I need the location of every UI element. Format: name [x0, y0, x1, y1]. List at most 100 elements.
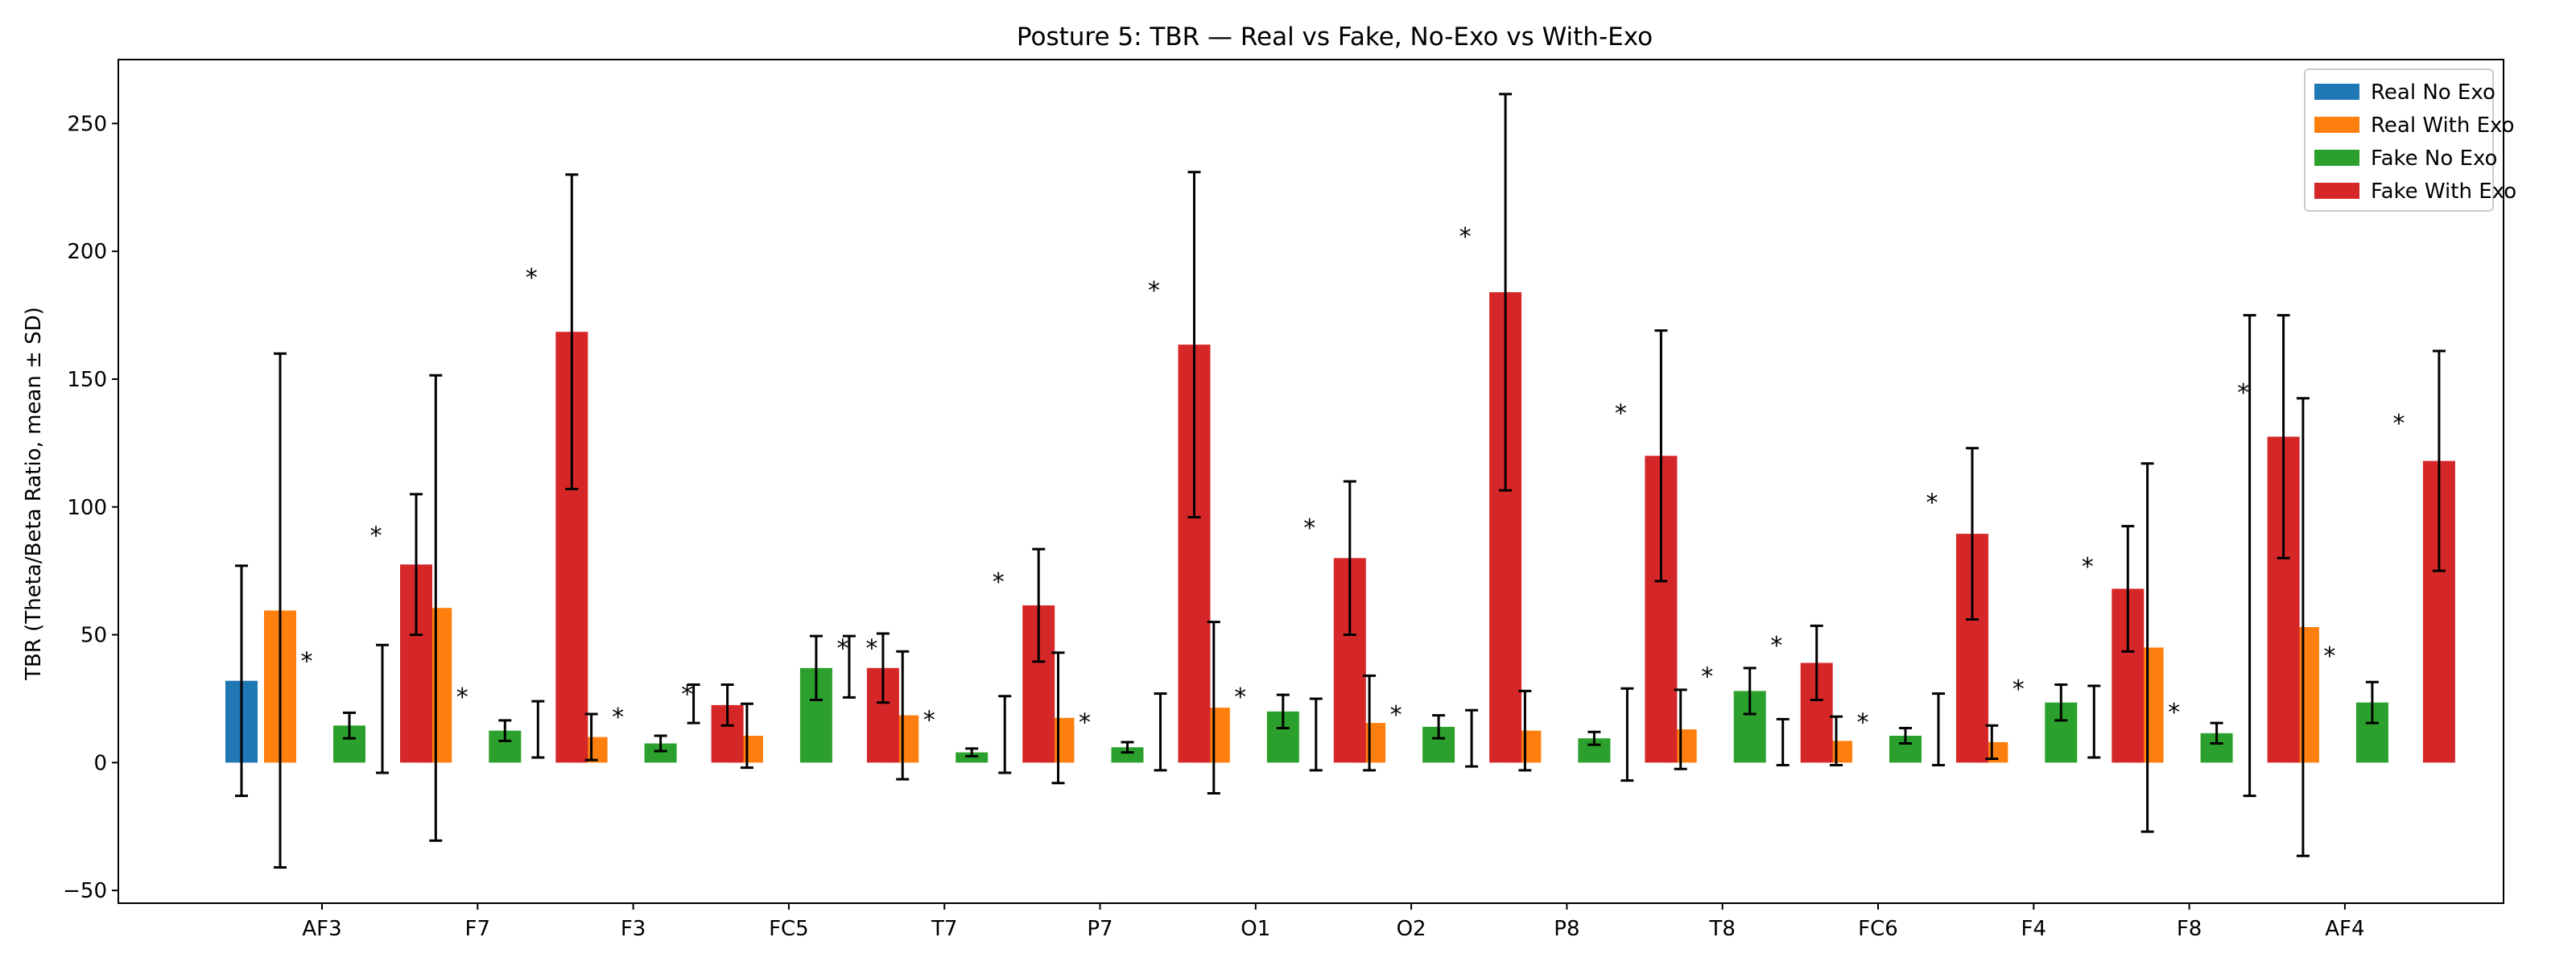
x-tick-label-f3: F3	[621, 917, 646, 941]
x-tick-label-af4: AF4	[2325, 917, 2364, 941]
significance-marker-20: *	[1926, 489, 1938, 517]
error-bar-af4-s3	[2432, 349, 2446, 572]
x-tick-label-p8: P8	[1554, 917, 1579, 941]
significance-marker-12: *	[1234, 683, 1246, 712]
legend-swatch-2	[2314, 150, 2359, 166]
y-tick-label-100: 100	[67, 496, 107, 520]
significance-marker-19: *	[1857, 709, 1869, 737]
error-bar-fc5-s3	[876, 632, 890, 704]
significance-marker-16: *	[1615, 399, 1627, 427]
legend-swatch-3	[2314, 183, 2359, 199]
significance-marker-18: *	[1770, 632, 1782, 660]
error-bar-f3-s3	[720, 683, 734, 727]
significance-marker-26: *	[2392, 410, 2405, 438]
y-tick-label-200: 200	[67, 240, 107, 264]
significance-marker-13: *	[1303, 514, 1315, 543]
error-bar-f7-s2	[498, 719, 512, 742]
error-bar-f8-s1	[2140, 462, 2154, 833]
legend-label-1: Real With Exo	[2371, 114, 2515, 138]
significance-marker-22: *	[2082, 553, 2094, 581]
error-bar-t8-s1	[1674, 688, 1687, 770]
significance-marker-1: *	[370, 522, 382, 551]
x-tick-label-t7: T7	[931, 917, 957, 941]
error-bar-af4-s2	[2365, 680, 2379, 724]
bar-f3-s2	[644, 743, 677, 763]
error-bar-p7-s2	[1121, 741, 1134, 754]
significance-marker-5: *	[681, 681, 693, 709]
significance-marker-24: *	[2237, 379, 2249, 407]
y-tick-label-50: 50	[80, 624, 107, 648]
axes-frame	[118, 59, 2504, 904]
error-bar-o1-s3	[1343, 480, 1356, 637]
extra-error-bar-12	[2243, 314, 2256, 798]
significance-marker-6: *	[836, 634, 848, 663]
y-tick-label-250: 250	[67, 112, 107, 136]
x-tick-label-af3: AF3	[302, 917, 341, 941]
extra-error-bar-0	[376, 643, 389, 774]
error-bar-o1-s2	[1276, 693, 1290, 729]
extra-error-bar-11	[2087, 684, 2101, 759]
extra-error-bar-9	[1776, 717, 1790, 767]
extra-error-bar-2	[687, 683, 700, 724]
error-bar-af3-s1	[274, 352, 287, 869]
legend-swatch-1	[2314, 117, 2359, 133]
error-bar-f3-s1	[584, 712, 598, 762]
extra-error-bar-3	[842, 634, 856, 699]
error-bar-t7-s3	[1032, 547, 1046, 663]
extra-error-bar-8	[1620, 687, 1634, 782]
legend-frame	[2304, 68, 2494, 212]
error-bar-t8-s3	[1810, 624, 1823, 702]
significance-marker-8: *	[923, 706, 935, 734]
error-bar-p8-s1	[1518, 689, 1532, 772]
x-tick-label-fc5: FC5	[769, 917, 809, 941]
x-tick-label-f4: F4	[2021, 917, 2047, 941]
significance-marker-14: *	[1390, 701, 1402, 729]
x-tick-label-o1: O1	[1241, 917, 1270, 941]
error-bar-o1-s1	[1207, 621, 1220, 795]
error-bar-p7-s1	[1051, 651, 1065, 785]
error-bar-o2-s3	[1499, 93, 1513, 492]
error-bar-f4-s2	[2054, 683, 2068, 722]
legend-label-0: Real No Exo	[2371, 80, 2496, 105]
bar-t7-s2	[956, 752, 989, 763]
error-bar-f8-s2	[2210, 721, 2223, 745]
significance-marker-11: *	[1148, 277, 1160, 305]
error-bar-fc6-s2	[1899, 726, 1912, 745]
chart-title: Posture 5: TBR — Real vs Fake, No-Exo vs…	[1017, 23, 1653, 52]
error-bar-fc5-s1	[740, 702, 753, 770]
x-tick-label-f8: F8	[2177, 917, 2202, 941]
error-bar-af3-s3	[410, 493, 423, 637]
legend-label-2: Fake No Exo	[2371, 147, 2497, 171]
x-tick-label-t8: T8	[1708, 917, 1735, 941]
error-bar-o2-s1	[1363, 674, 1377, 772]
x-tick-label-f7: F7	[465, 917, 491, 941]
y-tick-label--50: −50	[63, 879, 107, 903]
y-axis-label: TBR (Theta/Beta Ratio, mean ± SD)	[22, 307, 46, 681]
significance-marker-21: *	[2013, 675, 2025, 704]
error-bar-f4-s1	[1985, 724, 1999, 761]
error-bar-fc5-s2	[809, 634, 823, 702]
significance-marker-15: *	[1459, 223, 1472, 251]
y-tick-label-150: 150	[67, 368, 107, 392]
significance-marker-10: *	[1079, 709, 1091, 737]
significance-marker-2: *	[456, 683, 469, 712]
error-bar-f3-s2	[654, 734, 667, 753]
extra-error-bar-5	[1154, 692, 1167, 772]
plot-area: * * * * * * * * * * * * * * * * * * * * * * * * * * * −50 0 50 100 150 2…	[63, 59, 2504, 941]
error-bar-af3-s2	[343, 711, 356, 740]
significance-marker-9: *	[993, 568, 1005, 597]
significance-marker-23: *	[2168, 699, 2180, 727]
significance-marker-0: *	[301, 647, 313, 675]
chart-legend: Real No Exo Real With Exo Fake No Exo Fake …	[2304, 68, 2516, 212]
error-bar-f7-s3	[565, 173, 579, 491]
significance-marker-7: *	[865, 634, 877, 663]
x-tick-label-p7: P7	[1087, 917, 1113, 941]
y-tick-label-0: 0	[93, 751, 107, 775]
error-bar-t7-s2	[965, 747, 979, 758]
error-bar-t7-s1	[896, 650, 910, 781]
extra-error-bar-4	[998, 695, 1012, 774]
legend-label-3: Fake With Exo	[2371, 180, 2516, 204]
error-bar-p8-s3	[1654, 329, 1668, 583]
